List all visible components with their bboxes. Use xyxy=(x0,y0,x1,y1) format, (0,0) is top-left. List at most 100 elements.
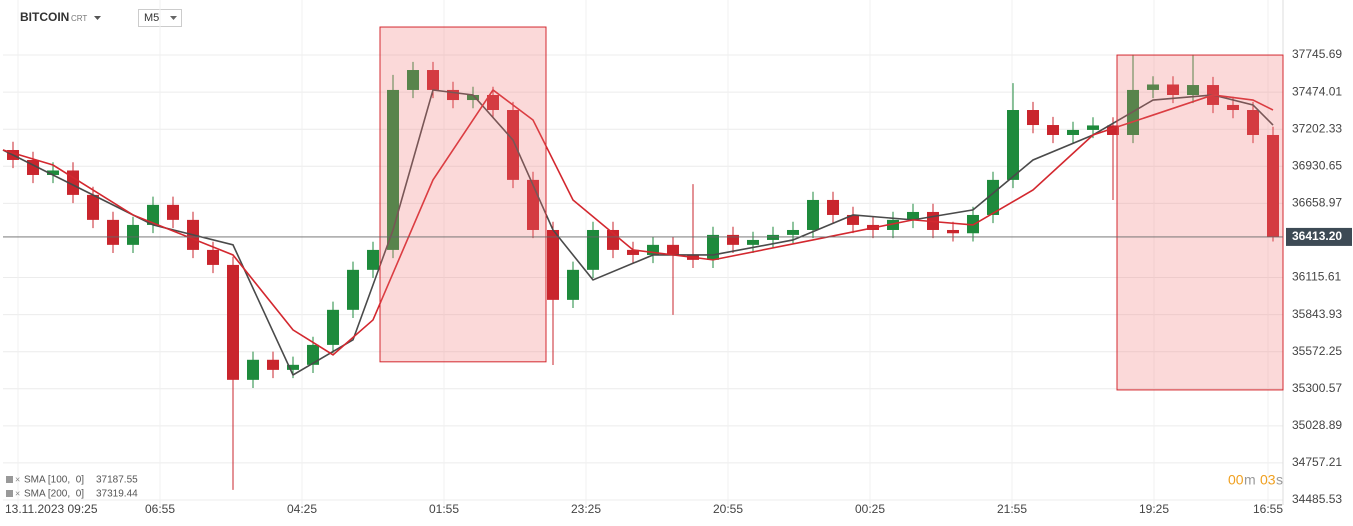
current-price-tag xyxy=(1286,227,1352,246)
y-tick-label: 36115.61 xyxy=(1292,270,1341,284)
x-tick-label: 06:55 xyxy=(145,502,175,516)
candle-body xyxy=(787,229,799,235)
candle-body xyxy=(287,364,299,370)
candle-body xyxy=(1007,110,1019,180)
sma-line xyxy=(2,88,1274,356)
legend-icon xyxy=(6,490,13,497)
candle-body xyxy=(567,269,579,300)
candle-body xyxy=(827,199,839,215)
highlight-box xyxy=(379,26,547,363)
candle-body xyxy=(647,244,659,255)
candle-body xyxy=(767,234,779,240)
interval: M5 xyxy=(144,12,159,24)
candle-body xyxy=(507,110,519,180)
candle-body xyxy=(807,199,819,230)
candle-body xyxy=(907,211,919,220)
candle-body xyxy=(167,204,179,220)
candle-body xyxy=(47,170,59,175)
y-tick-label: 37745.69 xyxy=(1292,47,1342,61)
y-tick-label: 35572.25 xyxy=(1292,344,1342,358)
x-tick-label: 23:25 xyxy=(571,502,601,516)
candle-body xyxy=(887,219,899,230)
candle-body xyxy=(1047,125,1059,135)
timer-unit: s xyxy=(1276,472,1283,488)
candle-body xyxy=(67,170,79,195)
candle-body xyxy=(107,219,119,245)
candle-body xyxy=(367,249,379,270)
current-price-label: 36413.20 xyxy=(1292,229,1342,243)
plot: 37745.69 37474.01 37202.33 36930.65 36658.97… xyxy=(2,0,1352,516)
y-tick-label: 34757.21 xyxy=(1292,455,1342,469)
y-tick-label: 35028.89 xyxy=(1292,418,1342,432)
symbol-dropdown[interactable] xyxy=(94,16,101,20)
x-tick-label: 00:25 xyxy=(855,502,885,516)
x-tick-label: 20:55 xyxy=(713,502,743,516)
candle-body xyxy=(147,204,159,225)
legend-close: × xyxy=(15,488,20,498)
candle-body xyxy=(1167,84,1179,95)
candle-body xyxy=(547,229,559,300)
legend-value: 37187.55 xyxy=(96,475,138,486)
candle-body xyxy=(707,234,719,260)
legend-name: SMA [100, 0] xyxy=(24,475,84,486)
timer-seconds: 03 xyxy=(1260,472,1276,488)
x-tick-label: 01:55 xyxy=(429,502,459,516)
y-tick-label: 37202.33 xyxy=(1292,121,1342,135)
interval-dropdown xyxy=(170,16,177,20)
y-tick-label: 35843.93 xyxy=(1292,307,1342,321)
symbol: BITCOIN xyxy=(20,10,69,24)
x-tick-label: 13.11.2023 09:25 xyxy=(5,502,98,516)
timer-unit: m xyxy=(1244,472,1256,488)
candle-body xyxy=(947,229,959,234)
candle-body xyxy=(407,70,419,90)
candle-body xyxy=(467,94,479,101)
y-tick-label: 36658.97 xyxy=(1292,196,1342,210)
y-tick-label: 34485.53 xyxy=(1292,492,1342,506)
candle-body xyxy=(987,179,999,215)
candle-body xyxy=(667,244,679,255)
candle-body xyxy=(587,229,599,270)
candle-body xyxy=(267,359,279,370)
candle-body xyxy=(427,70,439,90)
x-tick-label: 04:25 xyxy=(287,502,317,516)
candle-body xyxy=(627,249,639,255)
timer-minutes: 00 xyxy=(1228,472,1244,488)
candle-body xyxy=(307,344,319,365)
candle-body xyxy=(487,94,499,111)
candle-body xyxy=(847,214,859,225)
candle-body xyxy=(1227,104,1239,111)
candle-body xyxy=(387,89,399,250)
candle-body xyxy=(347,269,359,310)
candle-body xyxy=(1147,84,1159,90)
legend-name: SMA [200, 0] xyxy=(24,489,84,500)
y-tick-label: 37474.01 xyxy=(1292,84,1342,98)
candle-body xyxy=(1067,129,1079,135)
candle-body xyxy=(727,234,739,245)
candle-body xyxy=(87,194,99,220)
x-tick-label: 21:55 xyxy=(997,502,1027,516)
candle-body xyxy=(1267,134,1279,237)
y-tick-label: 36930.65 xyxy=(1292,158,1342,172)
candle-body xyxy=(327,309,339,345)
candle-body xyxy=(127,224,139,245)
legend-close: × xyxy=(15,474,20,484)
candle-body xyxy=(207,249,219,265)
candle-body xyxy=(1087,125,1099,130)
candle-body xyxy=(1247,110,1259,135)
sma-line xyxy=(2,89,1274,377)
highlight-box xyxy=(1116,54,1284,391)
x-tick-label: 19:25 xyxy=(1139,502,1169,516)
x-tick-label: 16:55 xyxy=(1253,502,1283,516)
legend-value: 37319.44 xyxy=(96,489,138,500)
candle-body xyxy=(1027,110,1039,126)
symbol-suffix: CRT xyxy=(71,14,87,23)
candle-body xyxy=(1107,125,1119,135)
candle-body xyxy=(747,239,759,245)
y-tick-label: 35300.57 xyxy=(1292,381,1342,395)
legend-icon xyxy=(6,476,13,483)
candle-body xyxy=(227,264,239,380)
candle-body xyxy=(447,89,459,101)
candle-body xyxy=(247,359,259,380)
